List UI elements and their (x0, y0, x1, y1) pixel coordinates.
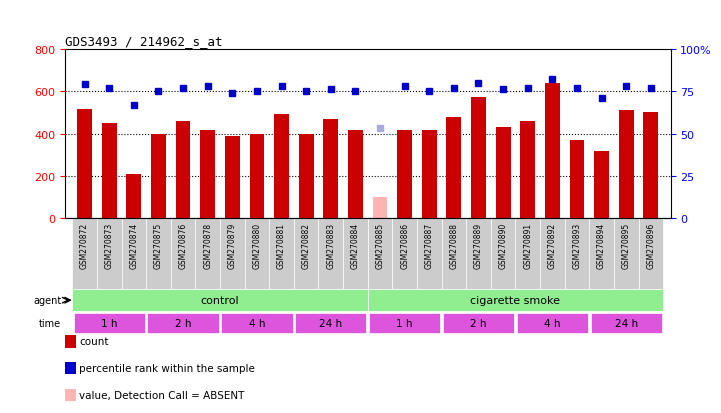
Bar (97, 219, 122, 289)
Text: 24 h: 24 h (319, 318, 342, 328)
Bar (102, 124, 117, 219)
Bar (614, 219, 639, 289)
Bar (446, 118, 461, 219)
Text: GSM270885: GSM270885 (376, 222, 384, 268)
Text: GSM270873: GSM270873 (105, 222, 114, 268)
Bar (516, 219, 540, 289)
Bar (269, 219, 294, 289)
Text: GSM270878: GSM270878 (203, 222, 212, 268)
Bar (594, 151, 609, 219)
Bar (151, 134, 166, 219)
Bar (200, 131, 215, 219)
Bar (274, 115, 289, 219)
Text: 2 h: 2 h (174, 318, 191, 328)
Bar (77, 110, 92, 219)
Text: GSM270879: GSM270879 (228, 222, 236, 268)
Text: GSM270892: GSM270892 (548, 222, 557, 268)
Text: GSM270889: GSM270889 (474, 222, 483, 268)
Bar (496, 128, 510, 219)
Bar (72, 219, 97, 289)
Bar (126, 174, 141, 219)
Text: time: time (39, 318, 61, 328)
Bar (441, 219, 466, 289)
Text: 4 h: 4 h (544, 318, 561, 328)
Bar (397, 131, 412, 219)
Bar (122, 219, 146, 289)
Text: 2 h: 2 h (470, 318, 487, 328)
Bar (466, 219, 491, 289)
Bar (244, 219, 269, 289)
Bar (443, 313, 514, 333)
Text: GSM270895: GSM270895 (622, 222, 631, 268)
Text: GSM270884: GSM270884 (351, 222, 360, 268)
Bar (295, 313, 366, 333)
Bar (147, 313, 218, 333)
Bar (146, 219, 171, 289)
Text: GSM270882: GSM270882 (301, 222, 311, 268)
Text: GSM270894: GSM270894 (597, 222, 606, 268)
Text: GSM270886: GSM270886 (400, 222, 409, 268)
Text: GSM270874: GSM270874 (129, 222, 138, 268)
Bar (249, 134, 265, 219)
Bar (368, 219, 392, 289)
Text: GSM270893: GSM270893 (572, 222, 581, 268)
Text: 4 h: 4 h (249, 318, 265, 328)
Bar (373, 198, 387, 219)
Text: percentile rank within the sample: percentile rank within the sample (79, 363, 255, 373)
Bar (589, 219, 614, 289)
Text: cigarette smoke: cigarette smoke (470, 295, 560, 306)
Text: GSM270887: GSM270887 (425, 222, 434, 268)
Text: agent: agent (33, 295, 61, 305)
Bar (521, 121, 535, 219)
Text: GSM270883: GSM270883 (327, 222, 335, 268)
Bar (348, 131, 363, 219)
Bar (643, 113, 658, 219)
Bar (590, 313, 662, 333)
Text: GSM270872: GSM270872 (80, 222, 89, 268)
Text: 1 h: 1 h (101, 318, 118, 328)
Text: control: control (200, 295, 239, 306)
Text: GSM270881: GSM270881 (277, 222, 286, 268)
Bar (195, 219, 220, 289)
Bar (74, 313, 145, 333)
Bar (294, 219, 319, 289)
Bar (491, 219, 516, 289)
Text: GSM270880: GSM270880 (252, 222, 262, 268)
Bar (225, 136, 239, 219)
Bar (368, 290, 663, 311)
Bar (392, 219, 417, 289)
Bar (221, 313, 293, 333)
Bar (343, 219, 368, 289)
Bar (324, 120, 338, 219)
Text: GSM270875: GSM270875 (154, 222, 163, 268)
Bar (171, 219, 195, 289)
Bar (220, 219, 244, 289)
Text: value, Detection Call = ABSENT: value, Detection Call = ABSENT (79, 390, 244, 400)
Bar (565, 219, 589, 289)
Bar (176, 121, 190, 219)
Text: GSM270888: GSM270888 (449, 222, 459, 268)
Text: 24 h: 24 h (614, 318, 638, 328)
Bar (639, 219, 663, 289)
Bar (570, 140, 584, 219)
Bar (319, 219, 343, 289)
Text: GSM270876: GSM270876 (179, 222, 187, 268)
Text: GSM270891: GSM270891 (523, 222, 532, 268)
Text: 1 h: 1 h (397, 318, 413, 328)
Text: GSM270890: GSM270890 (499, 222, 508, 268)
Bar (417, 219, 441, 289)
Bar (369, 313, 441, 333)
Text: GDS3493 / 214962_s_at: GDS3493 / 214962_s_at (65, 36, 222, 48)
Text: GSM270896: GSM270896 (646, 222, 655, 268)
Bar (72, 290, 368, 311)
Bar (298, 134, 314, 219)
Bar (471, 98, 486, 219)
Text: count: count (79, 337, 109, 347)
Bar (517, 313, 588, 333)
Bar (422, 131, 437, 219)
Bar (540, 219, 565, 289)
Bar (619, 111, 634, 219)
Bar (545, 83, 559, 219)
